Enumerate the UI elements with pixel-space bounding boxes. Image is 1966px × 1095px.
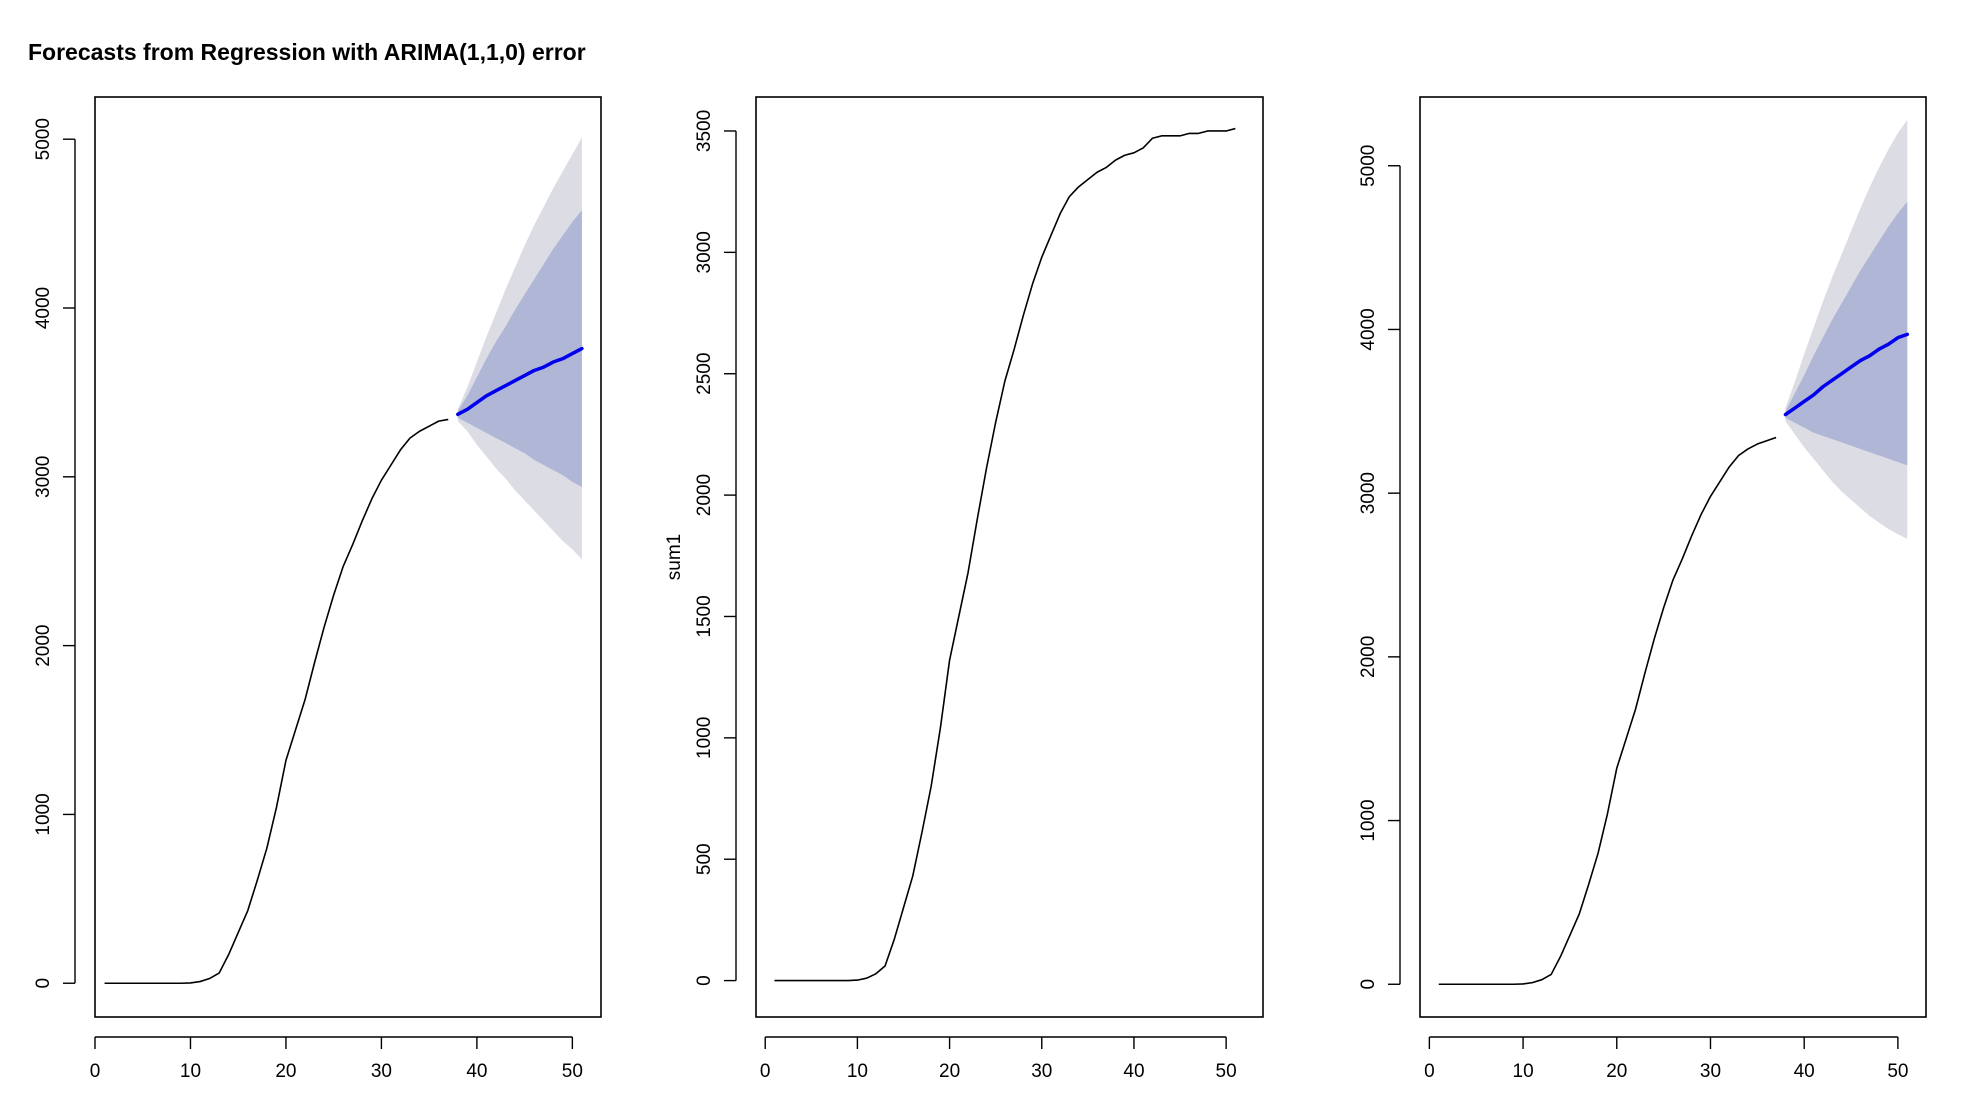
panel-1: Forecasts from Regression with ARIMA(1,1… xyxy=(28,39,602,1082)
x-tick-label: 10 xyxy=(847,1061,868,1082)
y-tick-label: 1000 xyxy=(33,793,54,835)
y-tick-label: 5000 xyxy=(33,118,54,160)
forecast-line xyxy=(456,346,584,417)
y-tick-label: 3000 xyxy=(1358,472,1379,514)
x-tick-label: 0 xyxy=(760,1061,771,1082)
observed-line xyxy=(774,127,1236,982)
observed-line xyxy=(1438,436,1777,986)
x-tick-label: 50 xyxy=(1216,1061,1237,1082)
y-tick-label: 2000 xyxy=(1358,636,1379,678)
x-tick-label: 10 xyxy=(1513,1061,1534,1082)
observed-line xyxy=(104,418,449,985)
plot-frame xyxy=(94,96,602,1018)
panel-3: Forecasts from Regression with ARIMA(1,1… xyxy=(1350,39,1927,1082)
plot-frame xyxy=(1419,96,1927,1018)
x-tick-label: 40 xyxy=(1123,1061,1144,1082)
y-tick-label: 2000 xyxy=(33,624,54,666)
x-tick-label: 30 xyxy=(371,1061,392,1082)
y-axis-label: sum1 xyxy=(664,534,685,580)
chart-title: Forecasts from Regression with ARIMA(1,1… xyxy=(28,39,586,65)
y-tick-label: 3000 xyxy=(694,231,715,273)
y-tick-label: 1000 xyxy=(1358,799,1379,841)
x-tick-label: 30 xyxy=(1031,1061,1052,1082)
x-tick-label: 0 xyxy=(1424,1061,1435,1082)
y-tick-label: 3500 xyxy=(694,110,715,152)
chart-title: Forecasts from Regression with ARIMA(1,1… xyxy=(1350,39,1908,65)
y-tick-label: 4000 xyxy=(33,287,54,329)
y-tick-label: 0 xyxy=(694,975,715,986)
y-tick-label: 2000 xyxy=(694,474,715,516)
x-tick-label: 20 xyxy=(1606,1061,1627,1082)
y-tick-label: 1500 xyxy=(694,595,715,637)
y-tick-label: 3000 xyxy=(33,456,54,498)
y-tick-label: 4000 xyxy=(1358,308,1379,350)
x-tick-label: 30 xyxy=(1700,1061,1721,1082)
x-tick-label: 40 xyxy=(466,1061,487,1082)
x-tick-label: 10 xyxy=(180,1061,201,1082)
forecast-line xyxy=(1783,332,1910,417)
x-tick-label: 50 xyxy=(562,1061,583,1082)
y-tick-label: 0 xyxy=(1358,979,1379,990)
plot-frame xyxy=(755,96,1264,1018)
x-tick-label: 50 xyxy=(1887,1061,1908,1082)
x-tick-label: 20 xyxy=(939,1061,960,1082)
x-tick-label: 0 xyxy=(90,1061,101,1082)
y-tick-label: 500 xyxy=(694,843,715,875)
prediction-interval-80 xyxy=(1785,201,1908,466)
y-tick-label: 1000 xyxy=(694,717,715,759)
x-tick-label: 20 xyxy=(275,1061,296,1082)
y-tick-label: 0 xyxy=(33,978,54,989)
x-tick-label: 40 xyxy=(1794,1061,1815,1082)
prediction-interval-80 xyxy=(457,210,582,487)
y-tick-label: 5000 xyxy=(1358,145,1379,187)
y-tick-label: 2500 xyxy=(694,353,715,395)
